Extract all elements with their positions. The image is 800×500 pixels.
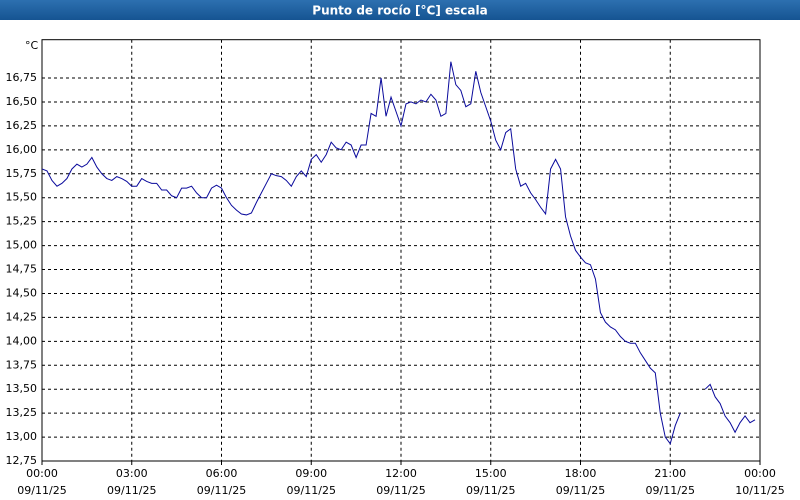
x-tick-date: 09/11/25 — [466, 484, 515, 497]
x-tick-label: 09:00 — [295, 467, 327, 480]
y-tick-label: 13,25 — [6, 406, 38, 419]
x-tick-label: 03:00 — [116, 467, 148, 480]
x-tick-date: 09/11/25 — [376, 484, 425, 497]
y-tick-label: 14,50 — [6, 286, 38, 299]
y-axis-label: °C — [25, 39, 39, 52]
x-tick-date: 09/11/25 — [17, 484, 66, 497]
y-tick-label: 16,25 — [6, 119, 38, 132]
y-tick-label: 16,50 — [6, 95, 38, 108]
x-tick-date: 10/11/25 — [735, 484, 784, 497]
x-tick-label: 15:00 — [475, 467, 507, 480]
title-bar — [0, 0, 800, 20]
y-tick-label: 16,75 — [6, 71, 38, 84]
x-tick-date: 09/11/25 — [197, 484, 246, 497]
y-tick-label: 12,75 — [6, 454, 38, 467]
x-tick-label: 00:00 — [26, 467, 58, 480]
x-tick-label: 06:00 — [206, 467, 238, 480]
plot — [41, 61, 756, 445]
y-tick-label: 16,00 — [6, 143, 38, 156]
line-series — [41, 61, 681, 445]
y-tick-label: 14,75 — [6, 263, 38, 276]
y-tick-label: 14,25 — [6, 310, 38, 323]
line-series — [704, 383, 756, 434]
y-tick-label: 15,50 — [6, 191, 38, 204]
x-tick-label: 18:00 — [565, 467, 597, 480]
x-tick-date: 09/11/25 — [107, 484, 156, 497]
x-tick-label: 00:00 — [744, 467, 776, 480]
grid — [41, 39, 761, 465]
y-tick-label: 15,00 — [6, 239, 38, 252]
y-tick-label: 13,50 — [6, 382, 38, 395]
y-tick-label: 15,25 — [6, 215, 38, 228]
x-tick-date: 09/11/25 — [646, 484, 695, 497]
y-tick-label: 13,00 — [6, 430, 38, 443]
x-tick-label: 21:00 — [654, 467, 686, 480]
y-tick-label: 15,75 — [6, 167, 38, 180]
x-tick-date: 09/11/25 — [556, 484, 605, 497]
x-tick-date: 09/11/25 — [287, 484, 336, 497]
chart-title: Punto de rocío [°C] escala — [312, 4, 487, 18]
y-tick-label: 14,00 — [6, 334, 38, 347]
y-tick-label: 13,75 — [6, 358, 38, 371]
x-tick-label: 12:00 — [385, 467, 417, 480]
